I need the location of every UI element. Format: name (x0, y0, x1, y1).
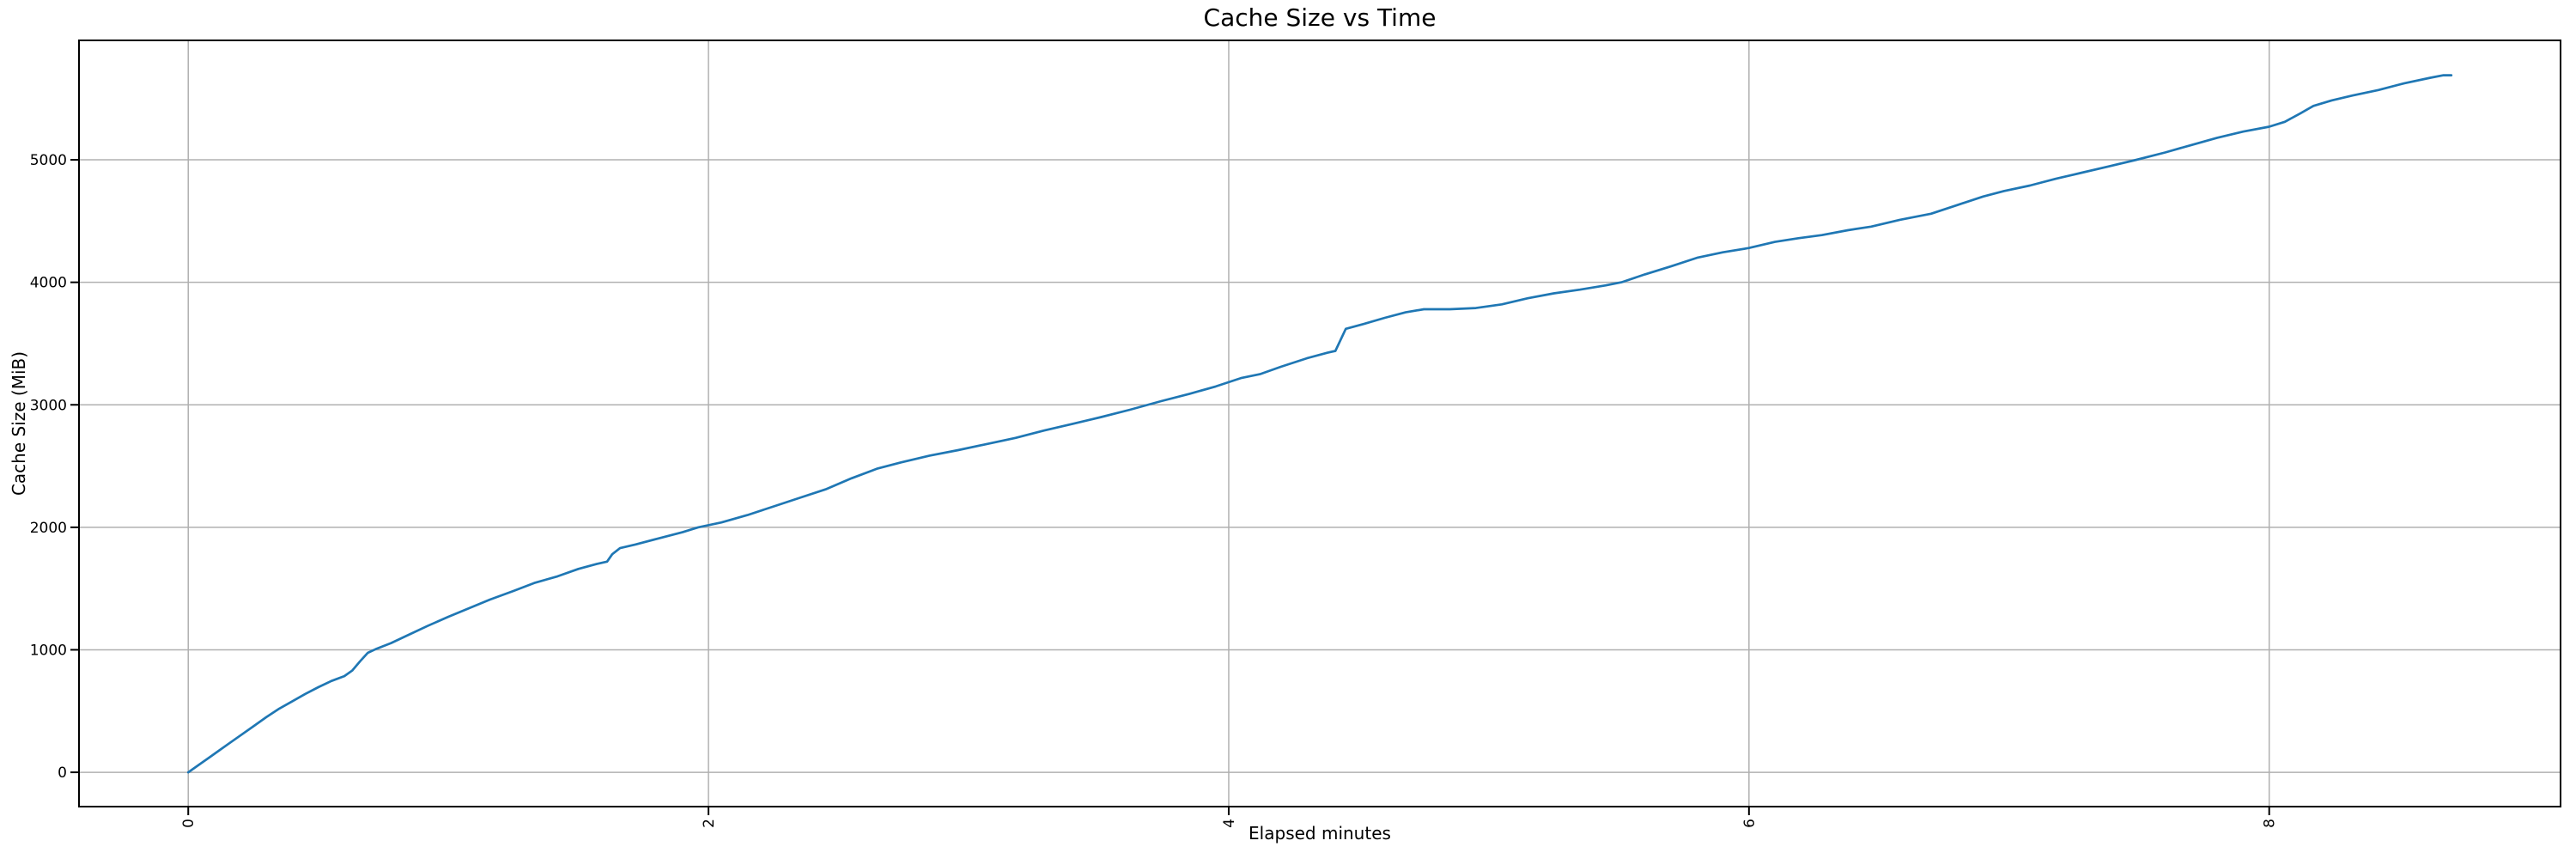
chart-title: Cache Size vs Time (1203, 3, 1437, 32)
x-tick-label: 2 (701, 819, 718, 828)
plot-border (78, 40, 2561, 807)
cache-size-line (186, 74, 2453, 774)
x-tick-label: 6 (1741, 819, 1759, 828)
y-tick-label: 1000 (30, 642, 67, 659)
x-tick-label: 0 (180, 819, 197, 828)
y-tick-label: 2000 (30, 520, 67, 537)
y-tick-label: 0 (58, 765, 67, 782)
y-tick-label: 5000 (30, 152, 67, 169)
y-tick-label: 3000 (30, 397, 67, 414)
x-axis-label: Elapsed minutes (1249, 823, 1391, 844)
x-tick-label: 4 (1221, 819, 1238, 828)
x-tick-label: 8 (2262, 819, 2279, 828)
y-tick-label: 4000 (30, 275, 67, 292)
